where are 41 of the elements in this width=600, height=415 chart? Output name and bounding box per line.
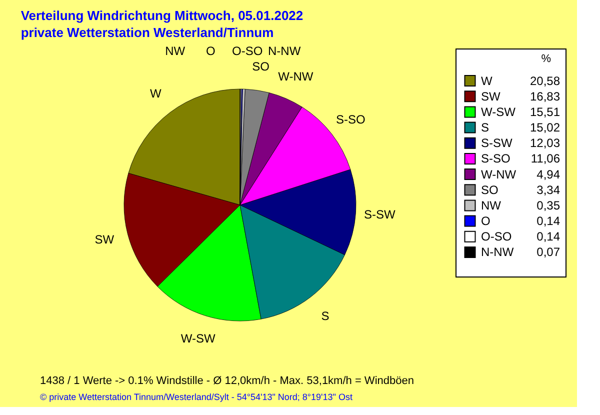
data-label: 15,02	[530, 120, 560, 135]
data-label: 4,94	[536, 167, 560, 182]
legend-label: O-SO	[481, 230, 512, 244]
slice-label: W	[150, 86, 162, 100]
slice-label: SO	[252, 60, 270, 74]
legend-label: N-NW	[481, 245, 514, 260]
legend-label: O	[481, 214, 490, 228]
legend-label: SO	[481, 182, 498, 197]
slice-label: SW	[94, 232, 115, 247]
category-label: N-NW	[268, 44, 301, 58]
category-label: O	[206, 44, 216, 58]
slice-label: S	[321, 309, 330, 324]
slice-label: O-SO	[232, 44, 263, 58]
data-label: 0,35	[536, 198, 560, 212]
chart-subtitle: private Wetterstation Westerland/Tinnum	[20, 25, 274, 40]
legend-label: S	[481, 120, 490, 135]
data-label: 20,58	[530, 74, 560, 88]
legend-label: S-SO	[481, 152, 510, 166]
slice-label: W-NW	[278, 70, 314, 84]
data-label: 0,14	[536, 214, 560, 228]
legend-label: SW	[481, 89, 502, 104]
text: © private Wetterstation Tinnum/Westerland/Sylt - 54°54'13" Nord; 8°19'13" Ost	[40, 392, 353, 402]
data-label: 3,34	[536, 182, 560, 197]
slice-label: W-SW	[180, 332, 216, 346]
legend-label: NW	[481, 198, 502, 212]
legend-title: %	[541, 53, 552, 65]
data-label: 0,14	[536, 230, 560, 244]
legend-label: W-SW	[481, 104, 516, 119]
slice-label: S-SW	[364, 207, 396, 222]
data-label: 11,06	[530, 152, 560, 166]
chart-title: Verteilung Windrichtung Mittwoch, 05.01.2022	[20, 8, 304, 23]
data-label: 16,83	[530, 89, 560, 104]
data-label: 12,03	[530, 136, 560, 150]
data-label: 15,51	[530, 104, 560, 119]
text: 1438 / 1 Werte -> 0.1% Windstille - Ø 12,0km/h - Max. 53,1km/h = Windböen	[40, 375, 414, 387]
legend-label: W	[481, 74, 493, 88]
slice-label: S-SO	[336, 112, 366, 126]
category-label: NW	[165, 44, 186, 58]
legend-label: S-SW	[481, 136, 514, 150]
data-label: 0,07	[536, 245, 560, 260]
legend-label: W-NW	[481, 167, 517, 182]
